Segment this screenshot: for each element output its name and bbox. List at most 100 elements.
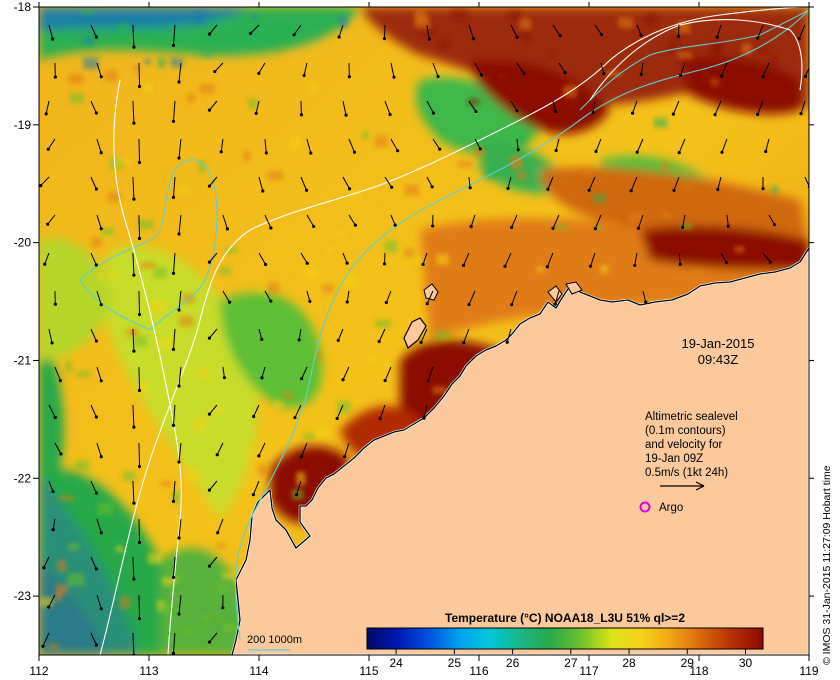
velocity-arrow (96, 366, 102, 381)
velocity-arrow (178, 518, 182, 539)
velocity-arrow (504, 252, 512, 267)
velocity-arrow-head (132, 349, 136, 353)
velocity-arrow (678, 138, 686, 153)
lon-tick-label: 116 (469, 664, 488, 678)
pixel-texture (40, 9, 779, 650)
texture-pixel (76, 371, 91, 377)
velocity-arrow-head (304, 188, 309, 192)
velocity-arrow (765, 138, 770, 152)
velocity-arrow (258, 252, 267, 265)
velocity-arrow-head (137, 540, 142, 545)
velocity-arrow (632, 100, 638, 114)
velocity-arrow (261, 366, 266, 379)
velocity-arrow-head (300, 376, 304, 381)
velocity-arrow (342, 366, 350, 380)
lat-tick-label: -18 (14, 0, 32, 14)
velocity-arrow-head (227, 300, 232, 304)
velocity-arrow-head (297, 338, 301, 342)
velocity-arrow-head (99, 303, 103, 307)
velocity-arrow (96, 518, 102, 533)
velocity-arrow-head (171, 119, 176, 123)
velocity-arrow (90, 404, 97, 418)
texture-pixel (595, 225, 602, 232)
texture-pixel (97, 272, 104, 281)
texture-pixel (375, 319, 391, 328)
time-label: 09:43Z (698, 352, 739, 367)
island-small-3 (565, 281, 583, 295)
velocity-arrow-head (171, 499, 176, 503)
texture-pixel (274, 401, 284, 407)
velocity-arrow-head (602, 71, 606, 76)
velocity-arrow-head (471, 37, 476, 41)
velocity-arrow-head (207, 108, 212, 112)
velocity-arrow-head (94, 111, 98, 115)
velocity-arrow-head (761, 75, 765, 79)
texture-pixel (536, 266, 546, 273)
texture-pixel (627, 211, 643, 224)
velocity-arrow (209, 328, 218, 339)
velocity-arrow-head (177, 612, 181, 616)
texture-pixel (350, 189, 360, 199)
velocity-arrow-head (299, 455, 303, 459)
velocity-arrow-head (337, 35, 341, 39)
velocity-arrow (672, 100, 680, 115)
velocity-arrow (138, 62, 141, 87)
velocity-arrow-head (207, 564, 212, 568)
texture-pixel (661, 161, 669, 172)
velocity-arrow (463, 252, 470, 266)
texture-pixel (310, 80, 317, 94)
texture-pixel (117, 22, 129, 35)
velocity-arrow (378, 328, 386, 342)
texture-pixel (568, 102, 580, 110)
velocity-arrow (52, 518, 56, 530)
velocity-arrow (138, 518, 141, 543)
texture-pixel (306, 268, 318, 280)
velocity-arrow (385, 290, 392, 303)
texture-pixel (256, 287, 265, 293)
texture-pixel (147, 553, 163, 564)
texture-pixel (97, 502, 113, 515)
texture-pixel (100, 234, 113, 241)
velocity-arrow (96, 290, 102, 305)
velocity-arrow-head (427, 37, 431, 41)
velocity-arrow-head (461, 263, 466, 267)
texture-pixel (316, 351, 323, 361)
velocity-arrow-head (252, 414, 256, 419)
velocity-arrow (348, 214, 356, 226)
velocity-arrow-head (177, 232, 181, 236)
velocity-arrow-head (215, 453, 219, 457)
velocity-arrow (640, 62, 644, 75)
velocity-arrow-head (171, 575, 176, 579)
velocity-arrow (209, 176, 218, 187)
velocity-arrow (96, 442, 102, 457)
texture-pixel (202, 614, 210, 621)
velocity-arrow (132, 480, 135, 504)
velocity-arrow-head (94, 339, 98, 343)
texture-pixel (267, 282, 280, 294)
texture-pixel (674, 35, 683, 41)
velocity-arrow (178, 366, 182, 387)
velocity-arrow (426, 100, 434, 114)
velocity-arrow (209, 404, 218, 415)
texture-pixel (122, 471, 136, 482)
velocity-arrow-head (438, 147, 442, 151)
lon-tick-label: 115 (359, 664, 378, 678)
velocity-arrow (172, 176, 176, 198)
velocity-arrow (138, 290, 141, 315)
velocity-arrow-head (343, 455, 347, 459)
velocity-arrow-head (378, 417, 382, 421)
velocity-arrow-head (510, 303, 514, 307)
texture-pixel (91, 237, 103, 248)
velocity-arrow (250, 24, 260, 34)
velocity-arrow-head (305, 261, 309, 265)
velocity-arrow-head (678, 262, 683, 266)
texture-pixel (581, 168, 592, 177)
velocity-arrow (90, 252, 97, 266)
velocity-arrow-head (302, 73, 306, 78)
velocity-arrow-head (51, 528, 55, 532)
velocity-arrow (721, 138, 728, 153)
velocity-arrow (178, 62, 182, 83)
velocity-arrow-head (177, 156, 181, 160)
velocity-arrow (132, 328, 135, 352)
